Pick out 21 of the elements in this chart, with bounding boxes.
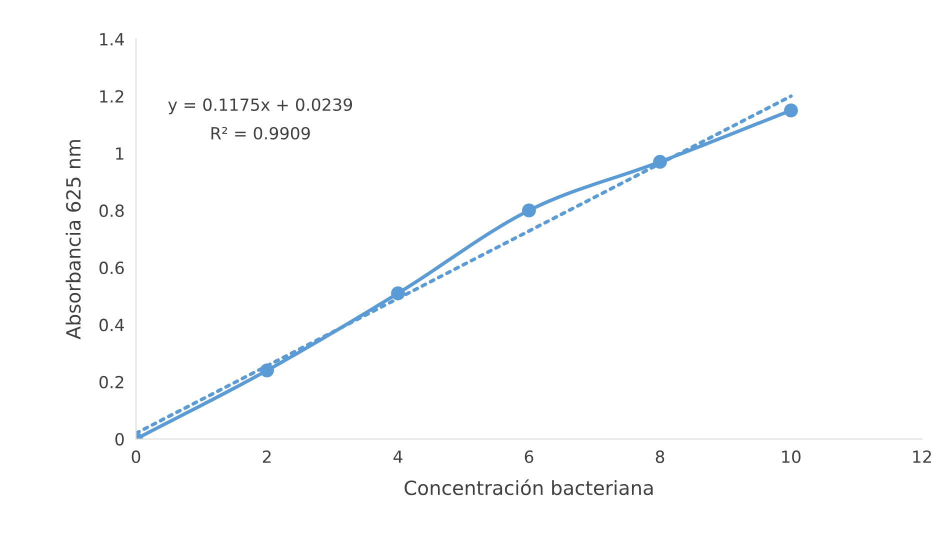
y-tick-label: 0 — [115, 432, 124, 446]
x-tick-label: 6 — [524, 450, 534, 464]
y-tick-label: 0.6 — [99, 262, 124, 274]
x-tick-label: 10 — [782, 450, 800, 464]
point — [784, 103, 798, 118]
y-tick-label: 1.2 — [100, 90, 124, 102]
x-tick-label: 12 — [913, 450, 931, 463]
y-tick-label: 1.4 — [100, 33, 124, 46]
y-axis-title: Absorbancia 625 nm — [66, 140, 81, 340]
annotation: R² = 0.9909 — [212, 126, 310, 140]
x-tick-label: 0 — [132, 450, 140, 464]
y-tick-label: 1 — [116, 147, 124, 160]
y-tick-label: 0.8 — [99, 204, 124, 217]
x-tick-label: 4 — [394, 450, 402, 463]
x-tick-label: 2 — [262, 450, 271, 463]
y-tick-label: 0.4 — [99, 318, 124, 332]
annotation: y = 0.1175x + 0.0239 — [168, 98, 352, 114]
y-tick-label: 0.2 — [99, 376, 124, 388]
x-axis-title: Concentración bacteriana — [404, 479, 653, 496]
x-tick-label: 8 — [656, 450, 664, 464]
point — [522, 203, 536, 218]
